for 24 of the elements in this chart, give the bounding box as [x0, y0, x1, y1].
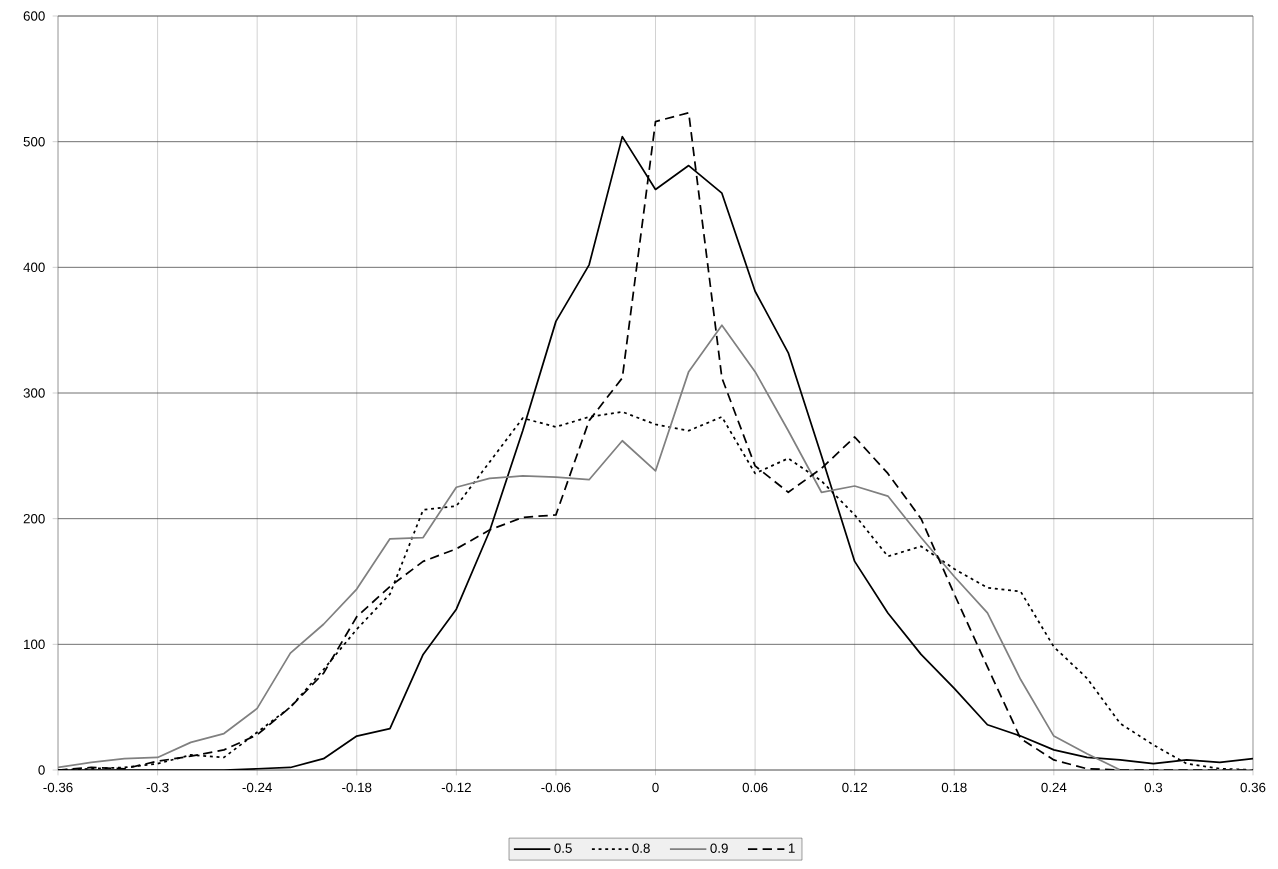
- legend-label: 0.8: [632, 843, 650, 853]
- x-tick-label: 0.12: [842, 782, 867, 793]
- legend-label: 0.9: [710, 843, 728, 853]
- x-tick-label: 0.36: [1240, 782, 1266, 793]
- x-tick-label: -0.06: [541, 782, 571, 793]
- x-tick-label: 0: [652, 782, 659, 793]
- y-tick-label: 300: [23, 388, 45, 398]
- x-tick-label: -0.3: [146, 782, 169, 793]
- x-tick-label: -0.36: [43, 782, 73, 793]
- x-tick-label: 0.24: [1041, 782, 1067, 793]
- y-tick-label: 200: [23, 513, 45, 524]
- x-tick-label: 0.3: [1144, 782, 1163, 793]
- x-tick-label: -0.24: [242, 782, 272, 793]
- x-tick-label: -0.12: [441, 782, 471, 793]
- y-tick-label: 100: [24, 639, 45, 650]
- x-tick-label: 0.18: [941, 782, 967, 793]
- y-tick-label: 0: [38, 765, 45, 775]
- x-tick-label: -0.18: [342, 782, 372, 793]
- x-tick-label: 0.06: [742, 782, 768, 793]
- legend-label: 1: [788, 843, 795, 853]
- y-tick-label: 400: [23, 262, 45, 273]
- y-tick-label: 500: [23, 136, 45, 147]
- y-tick-label: 600: [23, 11, 45, 21]
- legend-label: 0.5: [554, 843, 572, 853]
